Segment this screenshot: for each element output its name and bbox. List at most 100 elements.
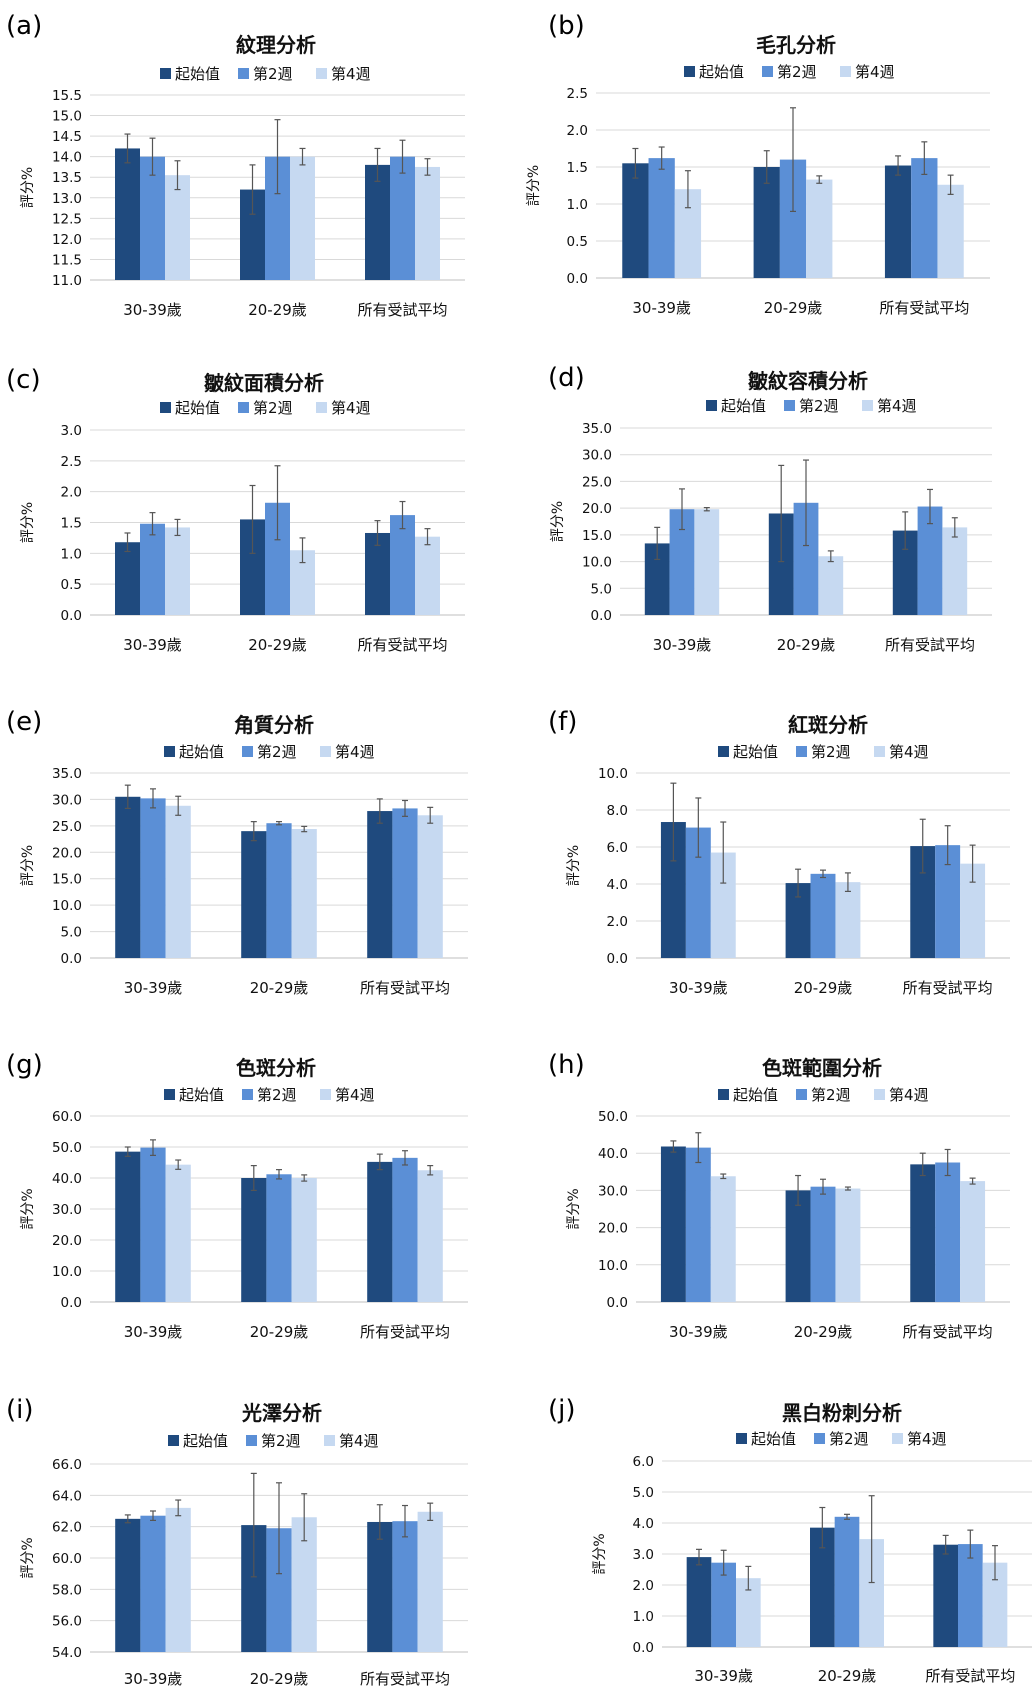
bar: [241, 1178, 267, 1302]
legend-swatch: [242, 746, 253, 757]
bar: [291, 1178, 317, 1302]
legend-swatch: [316, 402, 327, 413]
legend-swatch: [320, 746, 331, 757]
x-category-label: 20-29歲: [764, 299, 823, 317]
y-axis-label: 評分%: [526, 165, 542, 206]
legend-label: 起始值: [699, 63, 744, 81]
x-category-label: 30-39歲: [653, 636, 712, 654]
y-tick-label: 6.0: [607, 840, 628, 856]
legend-swatch: [784, 400, 795, 411]
legend-label: 起始值: [733, 743, 778, 761]
bar: [933, 1544, 958, 1647]
bar: [115, 148, 140, 280]
y-axis-label: 評分%: [550, 501, 566, 542]
panel-letter: (g): [6, 1050, 43, 1080]
x-category-label: 所有受試平均: [885, 636, 975, 654]
bar: [958, 1544, 983, 1647]
legend-label: 第2週: [253, 65, 293, 83]
chart-title: 黑白粉刺分析: [782, 1401, 902, 1425]
y-tick-label: 15.0: [582, 528, 612, 544]
bar: [115, 1151, 141, 1302]
y-tick-label: 1.5: [567, 160, 588, 176]
y-tick-label: 30.0: [52, 792, 82, 808]
bar: [417, 1170, 443, 1302]
y-tick-label: 54.0: [52, 1645, 82, 1661]
legend-label: 起始值: [179, 1086, 224, 1104]
y-tick-label: 0.0: [591, 608, 612, 624]
x-category-label: 所有受試平均: [360, 1323, 450, 1341]
x-category-label: 30-39歲: [123, 301, 182, 319]
legend-swatch: [718, 1089, 729, 1100]
bar: [165, 805, 191, 958]
legend-label: 第2週: [257, 743, 297, 761]
bar: [818, 556, 844, 615]
y-tick-label: 30.0: [598, 1183, 628, 1199]
legend-swatch: [736, 1433, 747, 1444]
y-tick-label: 25.0: [582, 474, 612, 490]
y-tick-label: 20.0: [52, 845, 82, 861]
y-tick-label: 1.5: [61, 516, 82, 532]
bar: [115, 1518, 141, 1652]
y-tick-label: 15.0: [52, 109, 82, 125]
y-tick-label: 15.5: [52, 88, 82, 104]
legend-label: 第2週: [811, 743, 851, 761]
x-category-label: 所有受試平均: [357, 301, 447, 319]
y-tick-label: 14.5: [52, 129, 82, 145]
x-category-label: 30-39歲: [124, 1670, 183, 1688]
legend-label: 第2週: [257, 1086, 297, 1104]
y-tick-label: 2.0: [61, 485, 82, 501]
y-tick-label: 10.0: [598, 766, 628, 782]
y-tick-label: 0.0: [607, 951, 628, 967]
y-tick-label: 40.0: [598, 1146, 628, 1162]
y-tick-label: 10.0: [52, 1264, 82, 1280]
legend-swatch: [718, 746, 729, 757]
y-tick-label: 2.5: [61, 454, 82, 470]
bar: [266, 823, 292, 958]
panel-letter: (j): [548, 1395, 576, 1425]
legend-label: 第2週: [799, 397, 839, 415]
y-tick-label: 0.0: [61, 608, 82, 624]
chart-title: 色斑範圍分析: [762, 1056, 882, 1080]
y-tick-label: 30.0: [52, 1202, 82, 1218]
y-axis-label: 評分%: [20, 167, 36, 208]
bar: [290, 156, 315, 280]
panel-letter: (e): [6, 707, 42, 737]
x-category-label: 所有受試平均: [925, 1667, 1015, 1685]
legend-swatch: [168, 1435, 179, 1446]
bar: [960, 1181, 986, 1302]
y-tick-label: 10.0: [598, 1258, 628, 1274]
bar: [392, 808, 418, 958]
bar: [367, 1161, 393, 1302]
y-tick-label: 2.0: [607, 914, 628, 930]
legend-label: 起始值: [733, 1086, 778, 1104]
y-tick-label: 40.0: [52, 1171, 82, 1187]
bar: [917, 506, 943, 615]
y-tick-label: 35.0: [52, 766, 82, 782]
bar: [115, 542, 140, 615]
bar: [140, 1147, 166, 1302]
bar: [165, 1507, 191, 1652]
bar: [686, 1557, 712, 1647]
panel-letter: (h): [548, 1050, 585, 1080]
y-tick-label: 15.0: [52, 872, 82, 888]
bar: [694, 509, 720, 615]
y-tick-label: 5.0: [633, 1485, 654, 1501]
bar: [291, 829, 317, 958]
panel-letter: (b): [548, 11, 585, 41]
y-tick-label: 60.0: [52, 1109, 82, 1125]
bar: [140, 1515, 166, 1652]
y-tick-label: 11.5: [52, 252, 82, 268]
chart-title: 紋理分析: [236, 33, 316, 57]
bar: [365, 164, 390, 280]
bar: [367, 1521, 393, 1652]
x-category-label: 所有受試平均: [879, 299, 969, 317]
x-category-label: 30-39歲: [632, 299, 691, 317]
legend-swatch: [874, 1089, 885, 1100]
y-tick-label: 10.0: [52, 898, 82, 914]
bar: [165, 527, 190, 615]
